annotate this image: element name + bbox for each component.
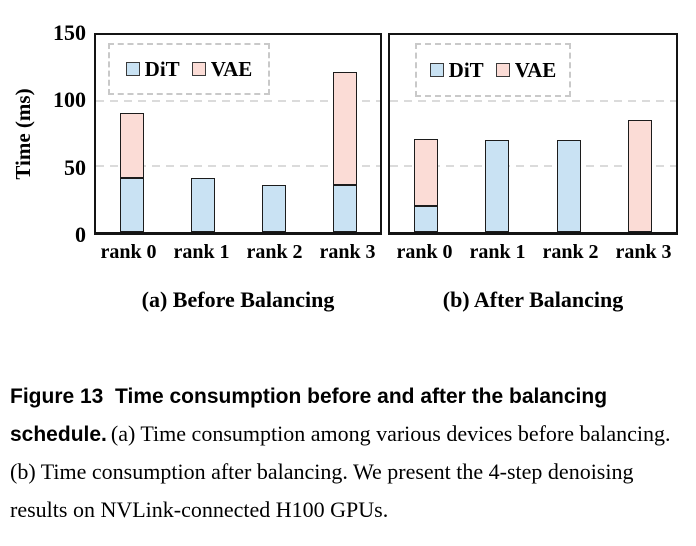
bar-rank-2	[261, 35, 286, 232]
legend: DiT VAE	[415, 43, 571, 97]
gridline-50	[96, 165, 380, 168]
bar-segment-dit	[485, 140, 510, 232]
caption-bold-text: Figure 13 Time consumption before and af…	[10, 385, 608, 446]
x-axis-label-rank-0: rank 0	[396, 241, 453, 263]
legend-swatch-vae	[495, 63, 510, 77]
bar-rank-1	[485, 35, 510, 232]
subtitle-before-balancing: (a) Before Balancing	[141, 287, 335, 312]
bar-segment-dit	[261, 184, 286, 232]
legend-item-vae: VAE	[191, 56, 253, 82]
bar-slot-rank-2	[238, 35, 309, 232]
figure-caption: Figure 13 Time consumption before and af…	[10, 379, 689, 530]
x-axis-label-rank-3: rank 3	[615, 241, 672, 263]
bar-segment-vae	[332, 71, 357, 185]
x-axis-label-rank-1: rank 1	[173, 241, 230, 263]
legend-label-dit: DiT	[144, 56, 180, 81]
bar-rank-3	[332, 35, 357, 232]
bar-segment-dit	[119, 178, 144, 232]
x-axis-label-rank-3: rank 3	[319, 241, 376, 263]
bar-rank-1	[190, 35, 215, 232]
caption-body-text: (a) Time consumption among various devic…	[10, 421, 671, 522]
x-axis-label-rank-1: rank 1	[469, 241, 526, 263]
bar-segment-vae	[413, 138, 438, 206]
bar-segment-dit	[556, 140, 581, 232]
x-axis-label-rank-2: rank 2	[246, 241, 303, 263]
gridlines	[390, 35, 676, 232]
gridlines	[96, 35, 380, 232]
legend-item-dit: DiT	[429, 57, 484, 83]
bar-slot-rank-0	[390, 35, 462, 232]
chart-panel-before-balancing: DiT VAE	[94, 33, 382, 235]
gridline-50	[390, 165, 676, 168]
legend-label-dit: DiT	[448, 57, 484, 82]
bar-segment-dit	[190, 178, 215, 232]
legend: DiT VAE	[108, 43, 270, 95]
bar-segment-dit	[413, 205, 438, 232]
legend-label-vae: VAE	[514, 57, 557, 82]
y-tick-label-150: 150	[53, 20, 86, 45]
gridline-100	[96, 99, 380, 102]
y-tick-label-0: 0	[75, 222, 86, 247]
bar-slot-rank-0	[96, 35, 167, 232]
bar-slot-rank-1	[167, 35, 238, 232]
bar-rank-0	[119, 35, 144, 232]
bar-rank-3	[628, 35, 653, 232]
bar-segment-dit	[332, 184, 357, 232]
x-axis-labels-before: rank 0 rank 1 rank 2 rank 3	[92, 241, 384, 264]
legend-swatch-dit	[125, 62, 140, 76]
x-axis-label-rank-0: rank 0	[100, 241, 157, 263]
bars	[390, 35, 676, 232]
bar-slot-rank-3	[309, 35, 380, 232]
legend-swatch-dit	[429, 63, 444, 77]
bar-segment-vae	[119, 112, 144, 179]
bars	[96, 35, 380, 232]
bar-segment-vae	[628, 120, 653, 232]
bar-slot-rank-2	[533, 35, 605, 232]
y-ticks: 0 50 100 150	[30, 22, 86, 246]
y-tick-label-50: 50	[64, 154, 86, 180]
bar-slot-rank-1	[462, 35, 534, 232]
bar-rank-0	[413, 35, 438, 232]
subtitle-after-balancing: (b) After Balancing	[442, 287, 624, 312]
legend-swatch-vae	[191, 62, 206, 76]
legend-label-vae: VAE	[210, 56, 253, 81]
x-axis-labels-after: rank 0 rank 1 rank 2 rank 3	[388, 241, 680, 264]
legend-item-vae: VAE	[495, 57, 557, 83]
legend-item-dit: DiT	[125, 56, 180, 82]
y-tick-label-100: 100	[53, 87, 86, 113]
bar-rank-2	[556, 35, 581, 232]
x-axis-label-rank-2: rank 2	[542, 241, 599, 263]
gridline-100	[390, 99, 676, 102]
chart-panel-after-balancing: DiT VAE	[388, 33, 678, 235]
bar-slot-rank-3	[605, 35, 677, 232]
